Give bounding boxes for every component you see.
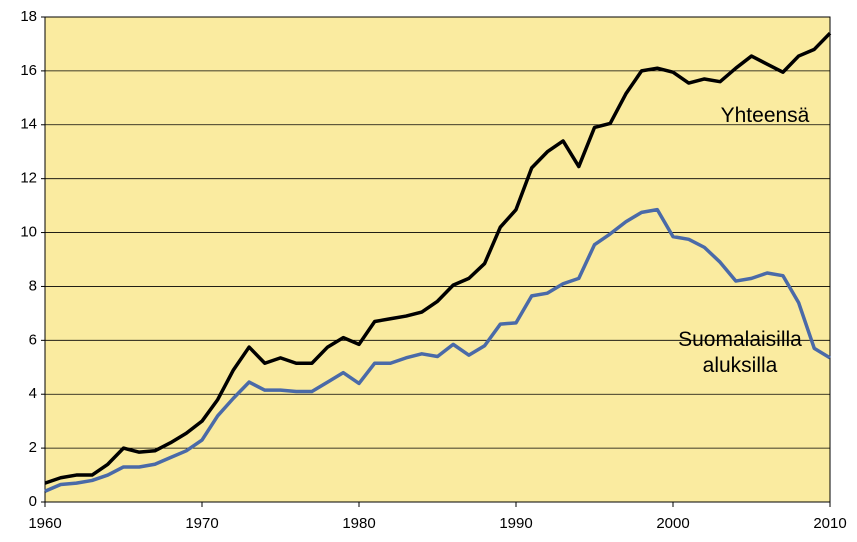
series-label: Yhteensä [720,104,810,127]
y-tick-label: 12 [20,170,37,187]
y-tick-label: 10 [20,224,37,241]
line-series [44,207,831,493]
plot-area [45,17,830,502]
x-tick-label: 1960 [28,515,61,532]
x-tick-label: 1970 [185,515,218,532]
x-tick-label: 2010 [813,515,846,532]
y-tick-label: 18 [20,8,37,25]
x-tick-label: 1980 [342,515,375,532]
x-tick-label: 2000 [656,515,689,532]
y-tick-label: 0 [29,493,37,510]
y-tick-label: 2 [29,439,37,456]
y-tick-label: 8 [29,277,37,294]
x-tick-label: 1990 [499,515,532,532]
y-tick-label: 4 [29,385,37,402]
y-tick-label: 6 [29,331,37,348]
series-label: Suomalaisilla aluksilla [678,328,802,377]
line-series [44,31,832,485]
plot-border [44,16,831,503]
y-tick-label: 16 [20,62,37,79]
y-tick-label: 14 [20,116,37,133]
